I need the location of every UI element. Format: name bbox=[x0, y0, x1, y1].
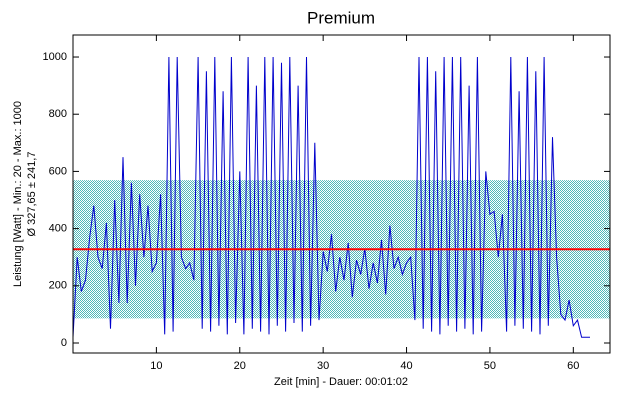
x-tick-label: 50 bbox=[484, 360, 496, 372]
y-tick-label: 400 bbox=[49, 223, 67, 235]
y-tick-label: 600 bbox=[49, 165, 67, 177]
y-tick-label: 800 bbox=[49, 108, 67, 120]
x-tick-label: 10 bbox=[150, 360, 162, 372]
plot-frame bbox=[72, 34, 611, 354]
x-axis-label: Zeit [min] - Dauer: 00:01:02 bbox=[274, 376, 408, 388]
x-tick-label: 60 bbox=[567, 360, 579, 372]
y-tick-label: 0 bbox=[61, 337, 67, 349]
y-axis-label: Ø 327,65 ± 241,7 bbox=[26, 152, 38, 237]
y-tick-label: 200 bbox=[49, 280, 67, 292]
x-tick-label: 40 bbox=[400, 360, 412, 372]
chart-title: Premium bbox=[307, 8, 375, 27]
x-tick-label: 30 bbox=[317, 360, 329, 372]
y-axis-label: Leistung [Watt] - Min.: 20 - Max.: 1000 bbox=[12, 101, 24, 287]
y-tick-label: 1000 bbox=[43, 51, 67, 63]
x-tick-label: 20 bbox=[234, 360, 246, 372]
power-line bbox=[72, 56, 590, 338]
